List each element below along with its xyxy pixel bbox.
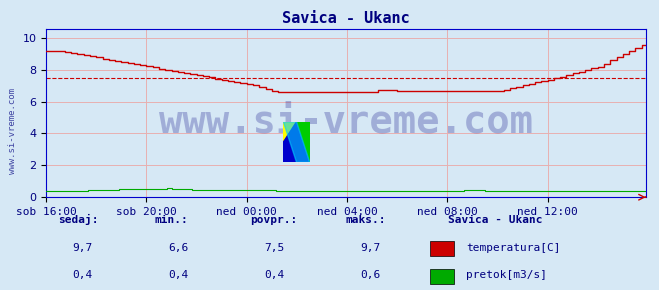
FancyBboxPatch shape: [430, 241, 454, 256]
Polygon shape: [283, 122, 310, 162]
FancyBboxPatch shape: [430, 269, 454, 284]
Text: 0,6: 0,6: [360, 270, 380, 280]
Text: sedaj:: sedaj:: [58, 214, 99, 225]
Text: 0,4: 0,4: [72, 270, 92, 280]
Text: 9,7: 9,7: [360, 243, 380, 253]
Text: www.si-vreme.com: www.si-vreme.com: [8, 88, 17, 173]
Title: Savica - Ukanc: Savica - Ukanc: [282, 11, 410, 26]
Polygon shape: [283, 122, 310, 162]
Text: www.si-vreme.com: www.si-vreme.com: [159, 102, 533, 141]
Text: maks.:: maks.:: [346, 215, 386, 225]
Text: 7,5: 7,5: [264, 243, 284, 253]
Text: min.:: min.:: [154, 215, 188, 225]
Text: temperatura[C]: temperatura[C]: [466, 243, 560, 253]
Polygon shape: [283, 122, 297, 142]
Text: Savica - Ukanc: Savica - Ukanc: [448, 215, 542, 225]
Text: 9,7: 9,7: [72, 243, 92, 253]
Text: 0,4: 0,4: [168, 270, 188, 280]
Text: povpr.:: povpr.:: [250, 215, 297, 225]
Text: 6,6: 6,6: [168, 243, 188, 253]
Text: pretok[m3/s]: pretok[m3/s]: [466, 270, 547, 280]
Text: 0,4: 0,4: [264, 270, 284, 280]
Polygon shape: [297, 122, 310, 162]
